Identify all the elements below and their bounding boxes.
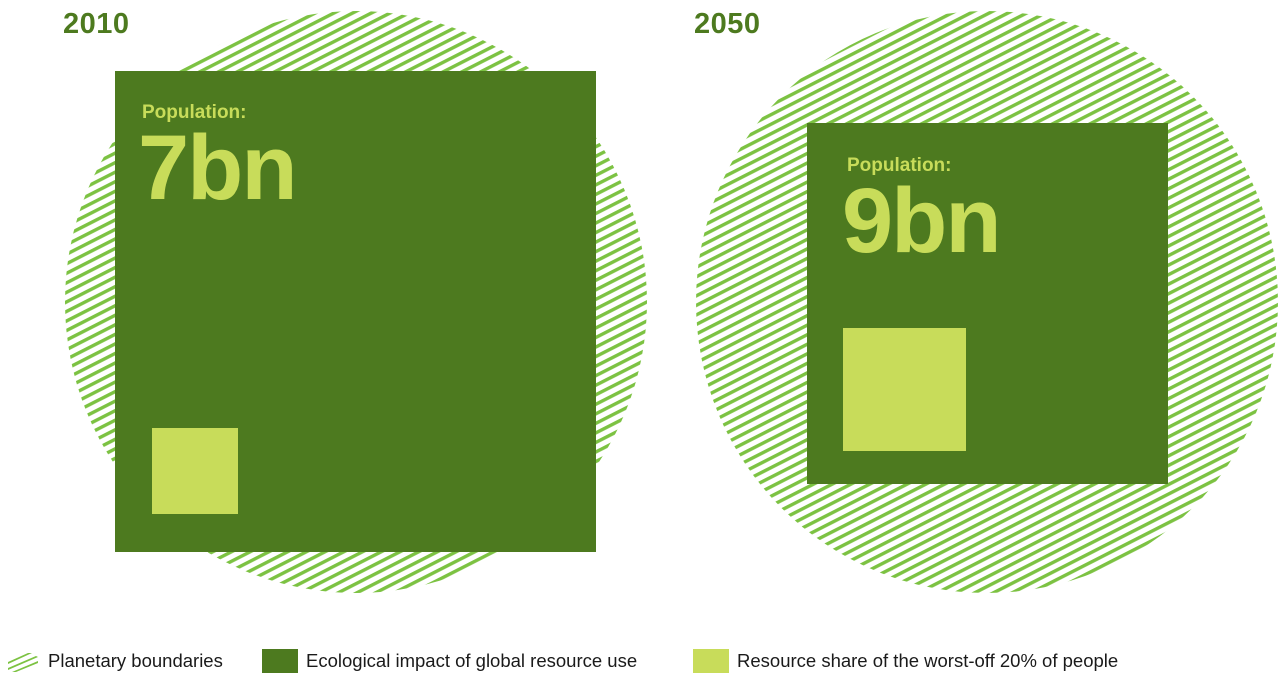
panel-2010 xyxy=(65,11,647,593)
population-value-2010: 7bn xyxy=(138,117,298,219)
population-value-2050: 9bn xyxy=(842,170,1002,272)
worst-off-share-square-2010 xyxy=(152,428,238,514)
legend-label: Ecological impact of global resource use xyxy=(306,650,638,671)
hatched-circle-icon xyxy=(8,653,38,672)
legend-item-worst-off-share: Resource share of the worst-off 20% of p… xyxy=(693,646,1118,676)
worst-off-share-square-2050 xyxy=(843,328,966,451)
legend-label: Resource share of the worst-off 20% of p… xyxy=(737,650,1119,671)
population-label-2050: Population: xyxy=(847,155,952,176)
population-label-2010: Population: xyxy=(142,102,247,123)
legend: Planetary boundaries Ecological impact o… xyxy=(0,646,1281,676)
year-label-2050: 2050 xyxy=(694,8,761,40)
year-label-2010: 2010 xyxy=(63,8,130,40)
legend-item-ecological-impact: Ecological impact of global resource use xyxy=(262,646,637,676)
legend-item-planetary-boundaries: Planetary boundaries xyxy=(8,646,223,676)
panel-2050 xyxy=(696,11,1278,593)
dark-green-square-icon xyxy=(262,649,298,673)
light-green-square-icon xyxy=(693,649,729,673)
legend-label: Planetary boundaries xyxy=(48,650,223,671)
